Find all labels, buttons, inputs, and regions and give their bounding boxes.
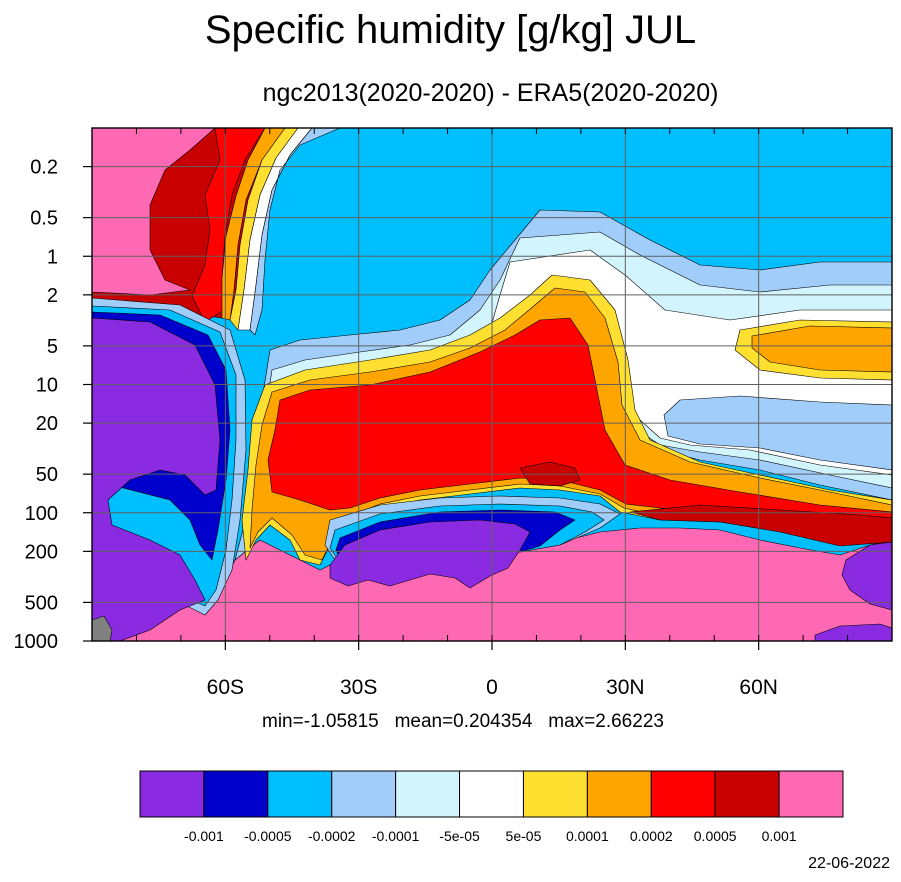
y-tick-label: 10	[36, 375, 58, 397]
field-statistics: min=-1.05815 mean=0.204354 max=2.66223	[262, 709, 664, 735]
field-north-purple-blob	[841, 541, 893, 611]
colorbar-label: -0.0005	[244, 828, 292, 844]
colorbar-swatch	[459, 770, 524, 818]
x-tick-label: 60S	[207, 676, 244, 699]
colorbar-label: -5e-05	[439, 828, 480, 844]
colorbar-label: 0.001	[762, 828, 797, 844]
colorbar: -0.001 -0.0005 -0.0002 -0.0001 -5e-05 5e-05 0.…	[139, 770, 844, 844]
field-trop-purple-core	[329, 519, 531, 589]
chart-subtitle: ngc2013(2020-2020) - ERA5(2020-2020)	[262, 79, 719, 107]
chart-title: Specific humidity [g/kg] JUL	[204, 8, 697, 52]
field-south-red	[191, 127, 266, 323]
stat-min: min=-1.05815	[262, 711, 379, 732]
colorbar-swatch	[267, 770, 333, 818]
y-tick-label: 50	[36, 464, 58, 486]
x-tick-label: 0	[486, 676, 498, 699]
colorbar-swatch	[139, 770, 205, 818]
colorbar-label: 5e-05	[506, 828, 542, 844]
y-tick-label: 0.5	[30, 208, 58, 230]
colorbar-label: -0.001	[184, 828, 224, 844]
colorbar-label: 0.0002	[630, 828, 673, 844]
y-tick-label: 1	[47, 246, 58, 268]
y-axis: 0.2 0.5 1 2 5 10 20 50 100 200 500 1000	[14, 157, 92, 653]
y-tick-label: 2	[47, 285, 58, 307]
colorbar-swatch	[778, 770, 844, 818]
field-south-lightblue	[249, 127, 341, 336]
x-tick-label: 60N	[739, 676, 778, 699]
y-tick-label: 5	[47, 336, 58, 358]
field-south-purple	[91, 317, 221, 642]
colorbar-swatch	[714, 770, 780, 818]
field-south-pink-core	[91, 127, 216, 296]
stat-mean: mean=0.204354	[394, 711, 533, 732]
y-tick-label: 1000	[14, 631, 59, 653]
x-tick-label: 30N	[606, 676, 645, 699]
colorbar-swatch	[522, 770, 588, 818]
x-tick-label: 30S	[340, 676, 377, 699]
field-north-inner-lightblue	[663, 395, 893, 471]
colorbar-label: -0.0001	[372, 828, 420, 844]
colorbar-label: 0.0001	[566, 828, 609, 844]
colorbar-swatch	[331, 770, 397, 818]
colorbar-swatch	[650, 770, 716, 818]
x-axis: 60S 30S 0 30N 60N	[135, 128, 849, 699]
y-tick-label: 100	[25, 503, 58, 525]
field-north-blob-orange	[751, 325, 893, 373]
y-tick-label: 500	[25, 592, 58, 614]
y-tick-label: 200	[25, 541, 58, 563]
y-tick-label: 0.2	[30, 157, 58, 179]
colorbar-swatch	[203, 770, 269, 818]
y-tick-label: 20	[36, 413, 58, 435]
colorbar-label: 0.0005	[694, 828, 737, 844]
colorbar-label: -0.0002	[308, 828, 356, 844]
colorbar-swatch	[586, 770, 652, 818]
plot-date: 22-06-2022	[808, 855, 890, 872]
stat-max: max=2.66223	[548, 711, 664, 732]
colorbar-swatch	[395, 770, 461, 818]
